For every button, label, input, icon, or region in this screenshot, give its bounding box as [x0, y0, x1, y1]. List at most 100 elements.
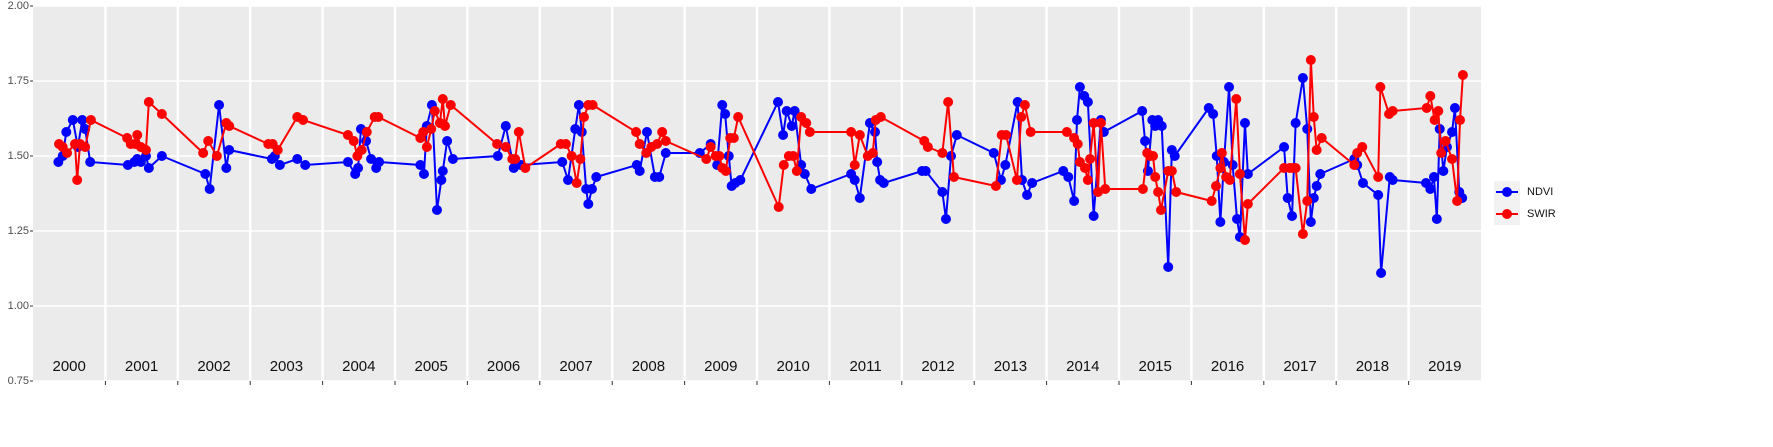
point — [1231, 94, 1242, 104]
point — [274, 160, 285, 170]
point — [1425, 91, 1436, 101]
point — [1449, 103, 1460, 113]
point — [1069, 196, 1080, 206]
point — [200, 169, 211, 179]
legend-point — [1502, 187, 1512, 197]
point — [854, 130, 865, 140]
point — [788, 151, 799, 161]
point — [791, 166, 802, 176]
point — [1216, 148, 1227, 158]
point — [1072, 115, 1083, 125]
point — [429, 106, 440, 116]
point — [786, 121, 797, 131]
point — [1082, 175, 1093, 185]
point — [1315, 169, 1326, 179]
point — [1150, 172, 1161, 182]
x-tick-label: 2001 — [125, 358, 158, 375]
point — [701, 154, 712, 164]
point — [426, 124, 437, 134]
point — [733, 112, 744, 122]
point — [1436, 148, 1447, 158]
x-tick-label: 2006 — [487, 358, 520, 375]
point — [353, 163, 364, 173]
point — [1082, 97, 1093, 107]
point — [1373, 190, 1384, 200]
point — [272, 145, 283, 155]
point — [1234, 169, 1245, 179]
point — [1302, 196, 1313, 206]
point — [214, 100, 225, 110]
point — [445, 100, 456, 110]
point — [61, 127, 72, 137]
point — [1438, 166, 1449, 176]
point — [292, 154, 303, 164]
x-tick-label: 2008 — [632, 358, 665, 375]
point — [1227, 160, 1238, 170]
point — [854, 193, 865, 203]
point — [946, 151, 957, 161]
point — [717, 100, 728, 110]
point — [1088, 118, 1099, 128]
point — [442, 136, 453, 146]
point — [492, 139, 503, 149]
point — [366, 154, 377, 164]
point — [1215, 163, 1226, 173]
point — [156, 151, 167, 161]
point — [298, 115, 309, 125]
point — [878, 178, 889, 188]
point — [1311, 145, 1322, 155]
point — [920, 166, 931, 176]
point — [1297, 73, 1308, 83]
point — [1063, 172, 1074, 182]
x-tick-label: 2018 — [1356, 358, 1389, 375]
point — [1072, 139, 1083, 149]
point — [867, 148, 878, 158]
point — [1153, 187, 1164, 197]
point — [1239, 235, 1250, 245]
point — [1095, 118, 1106, 128]
point — [1001, 130, 1012, 140]
point — [300, 160, 311, 170]
point — [705, 142, 716, 152]
point — [520, 163, 531, 173]
point — [560, 139, 571, 149]
x-tick-label: 2019 — [1428, 358, 1461, 375]
point — [1440, 136, 1451, 146]
x-tick-label: 2003 — [270, 358, 303, 375]
point — [641, 127, 652, 137]
y-tick-label: 1.75 — [8, 75, 29, 87]
x-tick-label: 2012 — [921, 358, 954, 375]
point — [1429, 115, 1440, 125]
point — [778, 130, 789, 140]
point — [849, 160, 860, 170]
point — [1224, 175, 1235, 185]
point — [1061, 127, 1072, 137]
point — [575, 154, 586, 164]
point — [421, 142, 432, 152]
point — [922, 142, 933, 152]
point — [563, 175, 574, 185]
x-tick-label: 2009 — [704, 358, 737, 375]
point — [1171, 187, 1182, 197]
point — [1211, 181, 1222, 191]
point — [437, 94, 448, 104]
point — [211, 151, 222, 161]
point — [1242, 199, 1253, 209]
point — [156, 109, 167, 119]
point — [1349, 160, 1360, 170]
point — [591, 172, 602, 182]
point — [566, 151, 577, 161]
point — [804, 127, 815, 137]
point — [1000, 160, 1011, 170]
legend-label: SWIR — [1527, 208, 1556, 220]
point — [431, 205, 442, 215]
point — [1224, 82, 1235, 92]
legend-point — [1502, 209, 1512, 219]
point — [1447, 127, 1458, 137]
point — [447, 154, 458, 164]
y-tick-label: 1.25 — [8, 225, 29, 237]
x-tick-label: 2004 — [342, 358, 375, 375]
point — [224, 121, 235, 131]
point — [348, 136, 359, 146]
